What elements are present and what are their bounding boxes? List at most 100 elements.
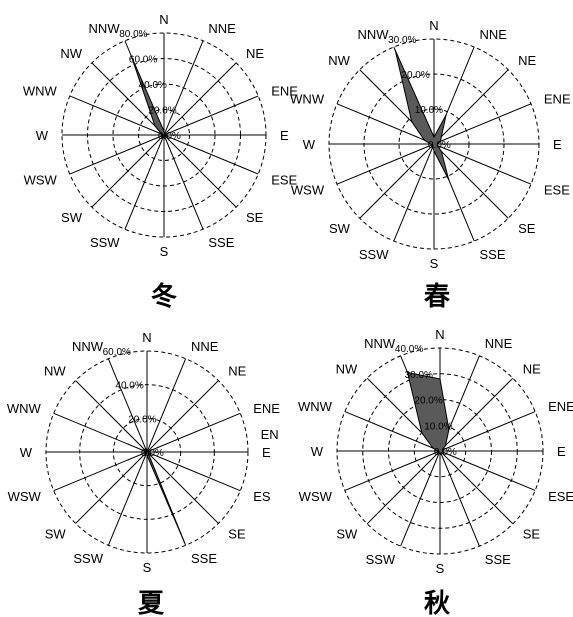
direction-label-nnw: NNW [72, 339, 104, 354]
data-point-w [436, 450, 438, 452]
direction-label-ne: NE [518, 53, 536, 68]
data-point-n [146, 449, 148, 451]
ring-label: 40.0% [395, 344, 423, 355]
ring-label: 0.0% [428, 140, 451, 151]
data-point-nw [145, 448, 147, 450]
direction-label-se: SE [228, 526, 246, 541]
data-point-e [436, 143, 439, 145]
spoke-line [91, 134, 165, 208]
spoke-line [393, 143, 435, 242]
direction-label-wsw: WSW [8, 489, 42, 504]
direction-label-sse: SSE [191, 551, 217, 566]
spoke-line [146, 412, 241, 453]
data-point-ene [439, 140, 442, 142]
ring-label: 40.0% [115, 381, 143, 392]
title-winter: 冬 [151, 282, 177, 312]
data-point-n [433, 136, 435, 138]
direction-label-nne: NNE [480, 27, 508, 42]
wind-rose-summer: 0.0%20.0%40.0%60.0%NNNENEENEENEESSESSESS… [7, 330, 280, 575]
spoke-line [53, 451, 148, 492]
direction-label-w: W [20, 445, 33, 460]
data-point-sse [146, 454, 148, 456]
direction-label-nnw: NNW [364, 336, 396, 351]
direction-label-sse: SSE [485, 552, 511, 567]
spoke-line [163, 40, 204, 136]
spoke-line [433, 103, 532, 145]
direction-label-sw: SW [336, 527, 358, 542]
data-point-sse [448, 179, 450, 181]
wind-rose-spring: 0.0% 10.0% 20.0% 30.0% N NNE NE ENE E ESE SE SSE S SS… [290, 18, 571, 271]
direction-label-ene: ENE [253, 401, 280, 416]
direction-label-wsw: WSW [24, 172, 58, 187]
spoke-line [439, 450, 536, 491]
direction-label-nw: NW [60, 46, 82, 61]
direction-label-e: E [262, 445, 271, 460]
direction-label-es: ES [253, 489, 271, 504]
data-point-wnw [423, 139, 425, 141]
direction-label-nnw: NNW [89, 21, 121, 36]
spoke-line [336, 103, 435, 145]
data-point-s [433, 150, 435, 152]
data-point-n [163, 130, 165, 132]
direction-label-se: SE [518, 221, 536, 236]
data-point-w [145, 451, 147, 453]
data-point-w [429, 143, 432, 145]
spoke-line [433, 143, 532, 185]
spoke-line [433, 69, 509, 145]
spoke-line [344, 411, 441, 452]
spoke-line [344, 450, 441, 491]
spoke-line [146, 451, 219, 524]
spoke-line [107, 358, 148, 453]
ring-label: 30.0% [405, 370, 433, 381]
ring-label: 80.0% [119, 29, 147, 40]
data-point-wsw [438, 450, 440, 453]
data-point-se [440, 150, 442, 152]
data-point-w [162, 134, 164, 136]
direction-label-nne: NNE [208, 21, 236, 36]
direction-label-e: E [280, 128, 289, 143]
direction-label-s: S [143, 560, 152, 575]
ring-label: 10.0% [424, 421, 452, 432]
direction-label-wnw: WNW [290, 92, 325, 107]
direction-label-w: W [36, 128, 49, 143]
direction-label-sw: SW [61, 210, 83, 225]
direction-label-ese: ESE [548, 489, 573, 504]
direction-label-sw: SW [45, 526, 67, 541]
spoke-line [163, 134, 259, 175]
data-point-ssw [438, 452, 440, 454]
spoke-line [336, 143, 435, 185]
data-point-ene [147, 451, 149, 453]
direction-label-wnw: WNW [23, 84, 58, 99]
data-point-ssw [432, 146, 434, 148]
direction-label-ene: ENE [548, 399, 573, 414]
ring-label: 60.0% [103, 347, 131, 358]
direction-label-se: SE [246, 210, 264, 225]
spoke-line [69, 95, 165, 136]
direction-label-ne: NE [246, 46, 264, 61]
ring-label: 20.0% [148, 106, 176, 117]
data-point-nne [448, 429, 450, 431]
spoke-line [163, 62, 237, 136]
ring-label: 20.0% [128, 414, 156, 425]
direction-label-nw: NW [328, 53, 350, 68]
data-point-wnw [145, 450, 147, 452]
spoke-line [439, 377, 514, 452]
data-point-n [439, 378, 441, 380]
direction-label-sw: SW [329, 221, 351, 236]
direction-label-ese: ESE [271, 172, 297, 187]
title-summer: 夏 [138, 589, 165, 617]
ring-label: 20.0% [414, 396, 442, 407]
data-point-nnw [394, 49, 396, 51]
ring-label: 40.0% [139, 80, 167, 91]
direction-label-se: SE [523, 527, 541, 542]
spoke-line [439, 450, 480, 547]
data-point-wsw [431, 144, 433, 146]
wind-rose-autumn: 0.0% 10.0% 20.0% 30.0% 40.0% N NNE NE ENE E ESE SE S… [298, 327, 573, 576]
data-point-wnw [432, 447, 434, 449]
ring-label: 60.0% [129, 55, 157, 66]
spoke-line [366, 450, 441, 525]
direction-label-e: E [557, 444, 566, 459]
data-point-ne [444, 444, 447, 447]
data-point-nnw [406, 371, 409, 374]
